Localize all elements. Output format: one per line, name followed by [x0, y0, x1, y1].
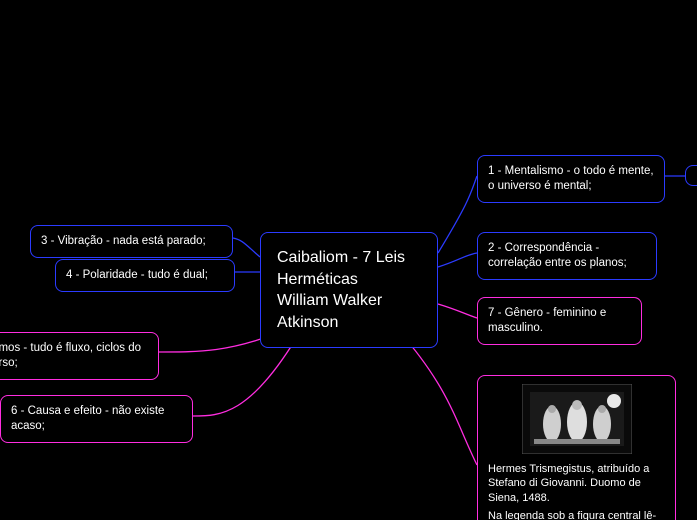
- node-ritmos-text: 5 -Ritmos - tudo é fluxo, ciclos do univ…: [0, 342, 141, 369]
- node-genero[interactable]: 7 - Gênero - feminino e masculino.: [477, 297, 642, 345]
- node-partial-right[interactable]: [685, 165, 697, 186]
- central-node[interactable]: Caibaliom - 7 Leis Herméticas William Wa…: [260, 232, 438, 348]
- node-causa-efeito-text: 6 - Causa e efeito - não existe acaso;: [11, 405, 164, 432]
- node-polaridade-text: 4 - Polaridade - tudo é dual;: [66, 269, 208, 281]
- node-causa-efeito[interactable]: 6 - Causa e efeito - não existe acaso;: [0, 395, 193, 443]
- node-correspondencia[interactable]: 2 - Correspondência - correlação entre o…: [477, 232, 657, 280]
- central-line-4: Atkinson: [277, 314, 338, 331]
- central-line-1: Caibaliom - 7 Leis: [277, 249, 405, 266]
- info-line-2: Na legenda sob a figura central lê-se "H…: [488, 509, 665, 520]
- node-vibracao-text: 3 - Vibração - nada está parado;: [41, 235, 206, 247]
- central-line-2: Herméticas: [277, 271, 358, 288]
- node-genero-text: 7 - Gênero - feminino e masculino.: [488, 307, 606, 334]
- node-mentalismo-text: 1 - Mentalismo - o todo é mente, o unive…: [488, 165, 654, 192]
- hermes-image: [522, 384, 632, 454]
- node-polaridade[interactable]: 4 - Polaridade - tudo é dual;: [55, 259, 235, 292]
- node-vibracao[interactable]: 3 - Vibração - nada está parado;: [30, 225, 233, 258]
- info-line-1: Hermes Trismegistus, atribuído a Stefano…: [488, 462, 665, 505]
- node-correspondencia-text: 2 - Correspondência - correlação entre o…: [488, 242, 627, 269]
- node-info-hermes[interactable]: Hermes Trismegistus, atribuído a Stefano…: [477, 375, 676, 520]
- node-ritmos[interactable]: 5 -Ritmos - tudo é fluxo, ciclos do univ…: [0, 332, 159, 380]
- node-mentalismo[interactable]: 1 - Mentalismo - o todo é mente, o unive…: [477, 155, 665, 203]
- central-line-3: William Walker: [277, 292, 382, 309]
